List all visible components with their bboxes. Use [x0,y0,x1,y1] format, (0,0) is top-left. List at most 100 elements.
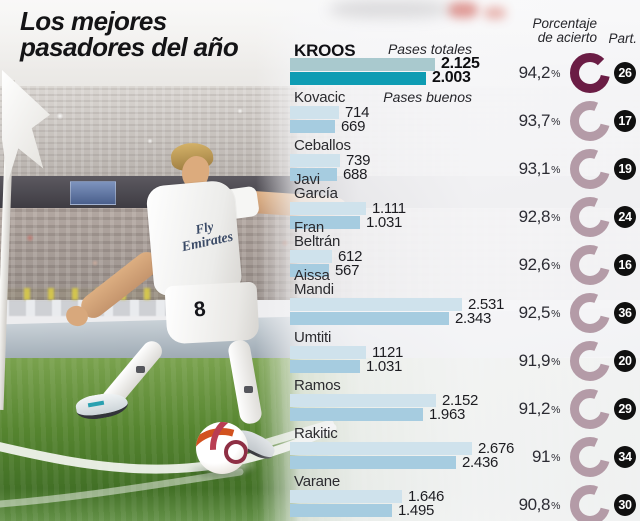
total-passes-value: 2.531 [468,295,505,313]
accuracy-donut-icon [570,292,610,333]
good-passes-value: 669 [341,117,366,135]
page-title-line2: pasadores del año [20,32,239,62]
total-passes-value: 1.111 [372,199,406,217]
total-passes-value: 2.676 [478,439,515,457]
good-passes-value: 2.436 [462,453,499,471]
good-passes-value: 688 [343,165,368,183]
good-passes-value: 1.031 [366,357,403,375]
accuracy-number: 94,2 [518,62,551,82]
percent-sign: % [551,212,560,224]
accuracy-number: 91,2 [518,398,551,418]
accuracy-value: 92,8% [518,206,561,228]
player-name: Beltrán [294,232,341,250]
bar-good-passes [290,71,426,85]
player-name: Umtiti [294,328,332,346]
appearances-badge: 34 [614,445,636,468]
bar-total-passes [290,489,402,503]
good-passes-value: 1.963 [429,405,466,423]
good-passes-value: 1.495 [398,501,435,519]
bar-total-passes [290,441,472,455]
page-title-line1: Los mejores [20,6,167,36]
accuracy-donut-icon [570,436,610,477]
appearances-badge: 29 [614,397,636,420]
total-passes-value: 2.125 [441,55,480,72]
accuracy-donut-icon [570,100,610,141]
bar-total-passes [290,57,435,71]
accuracy-value: 91,9% [518,350,561,372]
accuracy-number: 93,7 [518,110,551,130]
player-name: Mandi [294,280,334,298]
accuracy-value: 93,1% [518,158,561,180]
column-header-accuracy-line1: Porcentaje [532,16,597,31]
bar-good-passes [290,215,360,229]
percent-sign: % [551,164,560,176]
percent-sign: % [551,500,560,512]
good-passes-value: 2.343 [455,309,492,327]
percent-sign: % [551,404,560,416]
accuracy-donut-icon [570,244,610,285]
good-passes-value: 2.003 [432,69,471,86]
column-header-appearances: Part. [608,31,637,46]
total-passes-value: 1.646 [408,487,445,505]
accuracy-number: 92,8 [518,206,551,226]
bar-total-passes [290,345,366,359]
accuracy-donut-icon [570,148,610,189]
accuracy-value: 92,5% [519,302,561,324]
column-header-accuracy: Porcentaje de acierto [532,17,597,45]
appearances-badge: 16 [614,253,636,276]
bar-good-passes [290,407,423,421]
total-passes-value: 739 [346,151,371,169]
percent-sign: % [551,452,560,464]
accuracy-value: 92,6% [518,254,561,276]
accuracy-donut-icon [570,484,610,521]
appearances-badge: 19 [614,157,636,180]
accuracy-donut-icon [570,340,610,381]
appearances-badge: 36 [614,301,636,324]
total-passes-value: 714 [345,103,370,121]
bar-good-passes [290,263,329,277]
appearances-badge: 24 [614,205,636,228]
bar-total-passes [290,393,436,407]
accuracy-value: 94,2% [518,62,561,84]
bar-total-passes [290,105,339,119]
bar-good-passes [290,359,360,373]
bar-good-passes [290,311,449,325]
bar-total-passes [290,201,366,215]
percent-sign: % [551,356,560,368]
percent-sign: % [551,260,560,272]
player-name: KROOS [294,40,356,60]
total-passes-value: 612 [338,247,363,265]
stadium-gray-blur [330,0,450,18]
accuracy-number: 92,6 [518,254,551,274]
accuracy-number: 90,8 [518,494,551,514]
percent-sign: % [551,68,560,80]
player-name: Fran [294,218,325,236]
accuracy-number: 93,1 [518,158,551,178]
good-passes-value: 1.031 [366,213,403,231]
legend-total-passes: Pases totales [387,41,472,57]
bar-total-passes [290,153,340,167]
bar-good-passes [290,167,337,181]
accuracy-donut-icon [570,196,610,237]
accuracy-value: 93,7% [518,110,561,132]
player-name: Kovacic [294,88,346,106]
total-passes-value: 1121 [372,343,404,361]
percent-sign: % [551,116,560,128]
accuracy-donut-icon [570,52,610,93]
page-title: Los mejores pasadores del año [20,6,239,62]
player-name: García [294,184,338,202]
bar-good-passes [290,503,392,517]
good-passes-value: 567 [335,261,360,279]
column-header-accuracy-line2: de acierto [537,30,597,45]
player-name: Ceballos [294,136,351,154]
accuracy-number: 91,9 [518,350,551,370]
bar-total-passes [290,249,332,263]
bar-good-passes [290,119,335,133]
accuracy-value: 90,8% [518,494,561,516]
legend-good-passes: Pases buenos [383,89,472,105]
appearances-badge: 30 [614,493,636,516]
stadium-red-blur [448,2,478,18]
percent-sign: % [551,308,560,320]
